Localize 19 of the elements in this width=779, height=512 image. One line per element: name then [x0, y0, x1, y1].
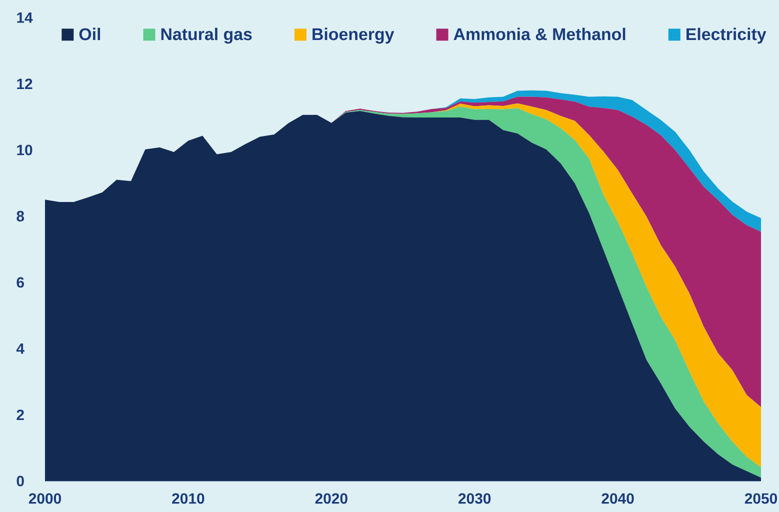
- legend-label: Bioenergy: [312, 28, 394, 44]
- y-tick-label: 0: [16, 476, 24, 486]
- legend-label: Ammonia & Methanol: [454, 28, 626, 40]
- x-tick-label: 2020: [315, 493, 348, 504]
- y-tick-label: 8: [16, 210, 24, 222]
- x-tick-label: 2050: [744, 493, 777, 504]
- y-tick-label: 12: [17, 78, 32, 90]
- x-tick-label: 2030: [458, 493, 491, 504]
- legend-label: Natural gas: [161, 28, 252, 44]
- x-tick-label: 2000: [28, 493, 61, 504]
- legend-label: Electricity: [686, 28, 766, 44]
- y-tick-label: 2: [16, 410, 24, 420]
- y-tick-label: 10: [17, 144, 32, 156]
- y-tick-label: 4: [16, 343, 24, 354]
- y-tick-label: 6: [16, 277, 24, 288]
- legend-label: Oil: [79, 28, 100, 40]
- y-tick-label: 14: [17, 12, 33, 23]
- x-tick-label: 2010: [172, 493, 204, 504]
- x-tick-label: 2040: [602, 493, 634, 504]
